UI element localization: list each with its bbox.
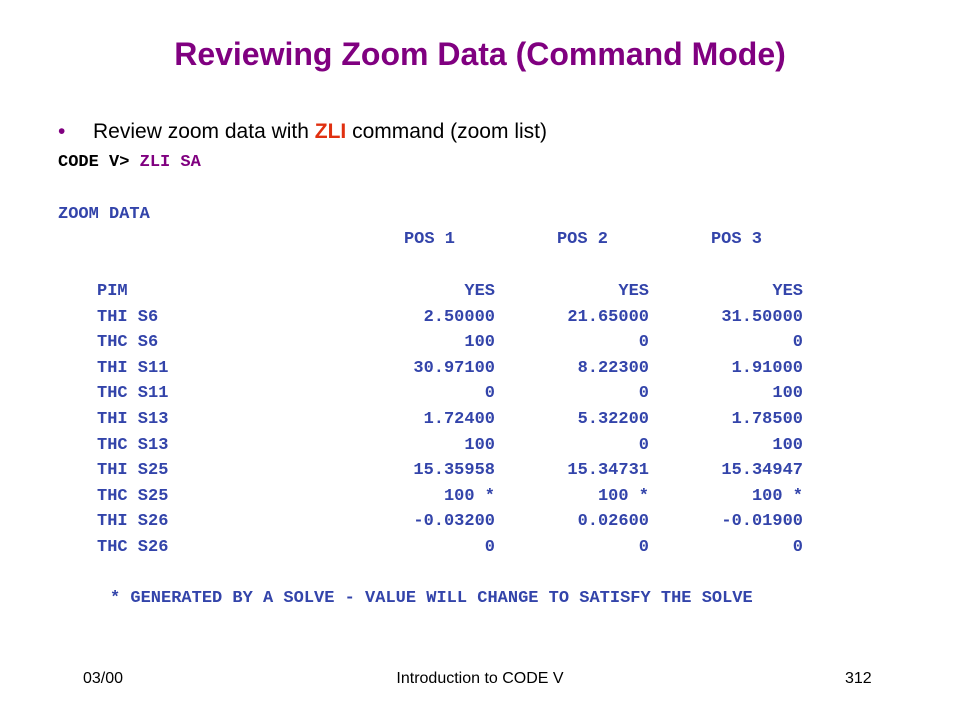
table-cell-pos-1: 0 <box>484 384 495 403</box>
table-cell-pos-3: -0.01900 <box>721 512 803 531</box>
table-cell-pos-2: 5.32200 <box>577 410 649 429</box>
table-cell-pos-3: 100 <box>772 384 803 403</box>
footer-date: 03/00 <box>83 670 124 687</box>
table-row-label: THC S26 <box>97 538 169 557</box>
table-cell-pos-2: 0.02600 <box>577 512 649 531</box>
table-cell-pos-1: 100 <box>464 436 495 455</box>
position-header-2: POS 2 <box>556 230 608 249</box>
table-row-label: THC S13 <box>97 436 169 455</box>
command-prompt: CODE V> <box>58 153 140 172</box>
table-row-label: THC S25 <box>97 487 169 506</box>
bullet-marker: • <box>58 120 66 143</box>
table-row-label: THC S6 <box>97 333 159 352</box>
table-cell-pos-3: 100 <box>772 436 803 455</box>
zoom-data-heading: ZOOM DATA <box>58 205 150 224</box>
table-row-label: THI S6 <box>97 308 159 327</box>
table-cell-pos-2: 0 <box>638 384 649 403</box>
position-header-1: POS 1 <box>403 230 455 249</box>
bullet-text-before: Review zoom data with <box>93 120 315 143</box>
table-row-label: PIM <box>97 282 128 301</box>
table-cell-pos-2: 0 <box>638 333 649 352</box>
table-cell-pos-1: 2.50000 <box>423 308 495 327</box>
table-cell-pos-1: 1.72400 <box>423 410 495 429</box>
table-cell-pos-1: 15.35958 <box>413 461 495 480</box>
table-cell-pos-1: 0 <box>484 538 495 557</box>
table-cell-pos-3: YES <box>772 282 803 301</box>
table-cell-pos-3: 31.50000 <box>721 308 803 327</box>
bullet-highlight-zli: ZLI <box>314 120 347 143</box>
bullet-line: • Review zoom data with ZLI command (zoom… <box>58 120 547 144</box>
table-cell-pos-1: 30.97100 <box>413 359 495 378</box>
footer-center: Introduction to CODE V <box>396 670 564 687</box>
table-cell-pos-3: 0 <box>792 538 803 557</box>
table-row-label: THI S26 <box>97 512 169 531</box>
table-cell-pos-3: 100 * <box>751 487 803 506</box>
table-row-label: THI S25 <box>97 461 169 480</box>
footer-page-number: 312 <box>845 670 872 687</box>
table-cell-pos-2: 0 <box>638 538 649 557</box>
table-row-label: THC S11 <box>97 384 169 403</box>
table-row-label: THI S11 <box>97 359 169 378</box>
table-cell-pos-1: 100 * <box>443 487 495 506</box>
table-cell-pos-3: 1.78500 <box>731 410 803 429</box>
table-row-label: THI S13 <box>97 410 169 429</box>
table-cell-pos-2: 15.34731 <box>567 461 649 480</box>
solve-footnote: * GENERATED BY A SOLVE - VALUE WILL CHAN… <box>110 589 753 608</box>
table-cell-pos-2: YES <box>618 282 649 301</box>
command-line: CODE V> ZLI SA <box>58 153 201 172</box>
table-cell-pos-1: -0.03200 <box>413 512 495 531</box>
table-cell-pos-1: 100 <box>464 333 495 352</box>
table-cell-pos-2: 21.65000 <box>567 308 649 327</box>
table-cell-pos-2: 8.22300 <box>577 359 649 378</box>
table-cell-pos-3: 0 <box>792 333 803 352</box>
bullet-text-after: command (zoom list) <box>346 120 547 143</box>
position-header-3: POS 3 <box>710 230 762 249</box>
command-text: ZLI SA <box>139 153 201 172</box>
slide-title: Reviewing Zoom Data (Command Mode) <box>174 36 786 72</box>
table-cell-pos-2: 0 <box>638 436 649 455</box>
table-cell-pos-2: 100 * <box>597 487 649 506</box>
table-cell-pos-3: 15.34947 <box>721 461 803 480</box>
table-cell-pos-3: 1.91000 <box>731 359 803 378</box>
table-cell-pos-1: YES <box>464 282 495 301</box>
